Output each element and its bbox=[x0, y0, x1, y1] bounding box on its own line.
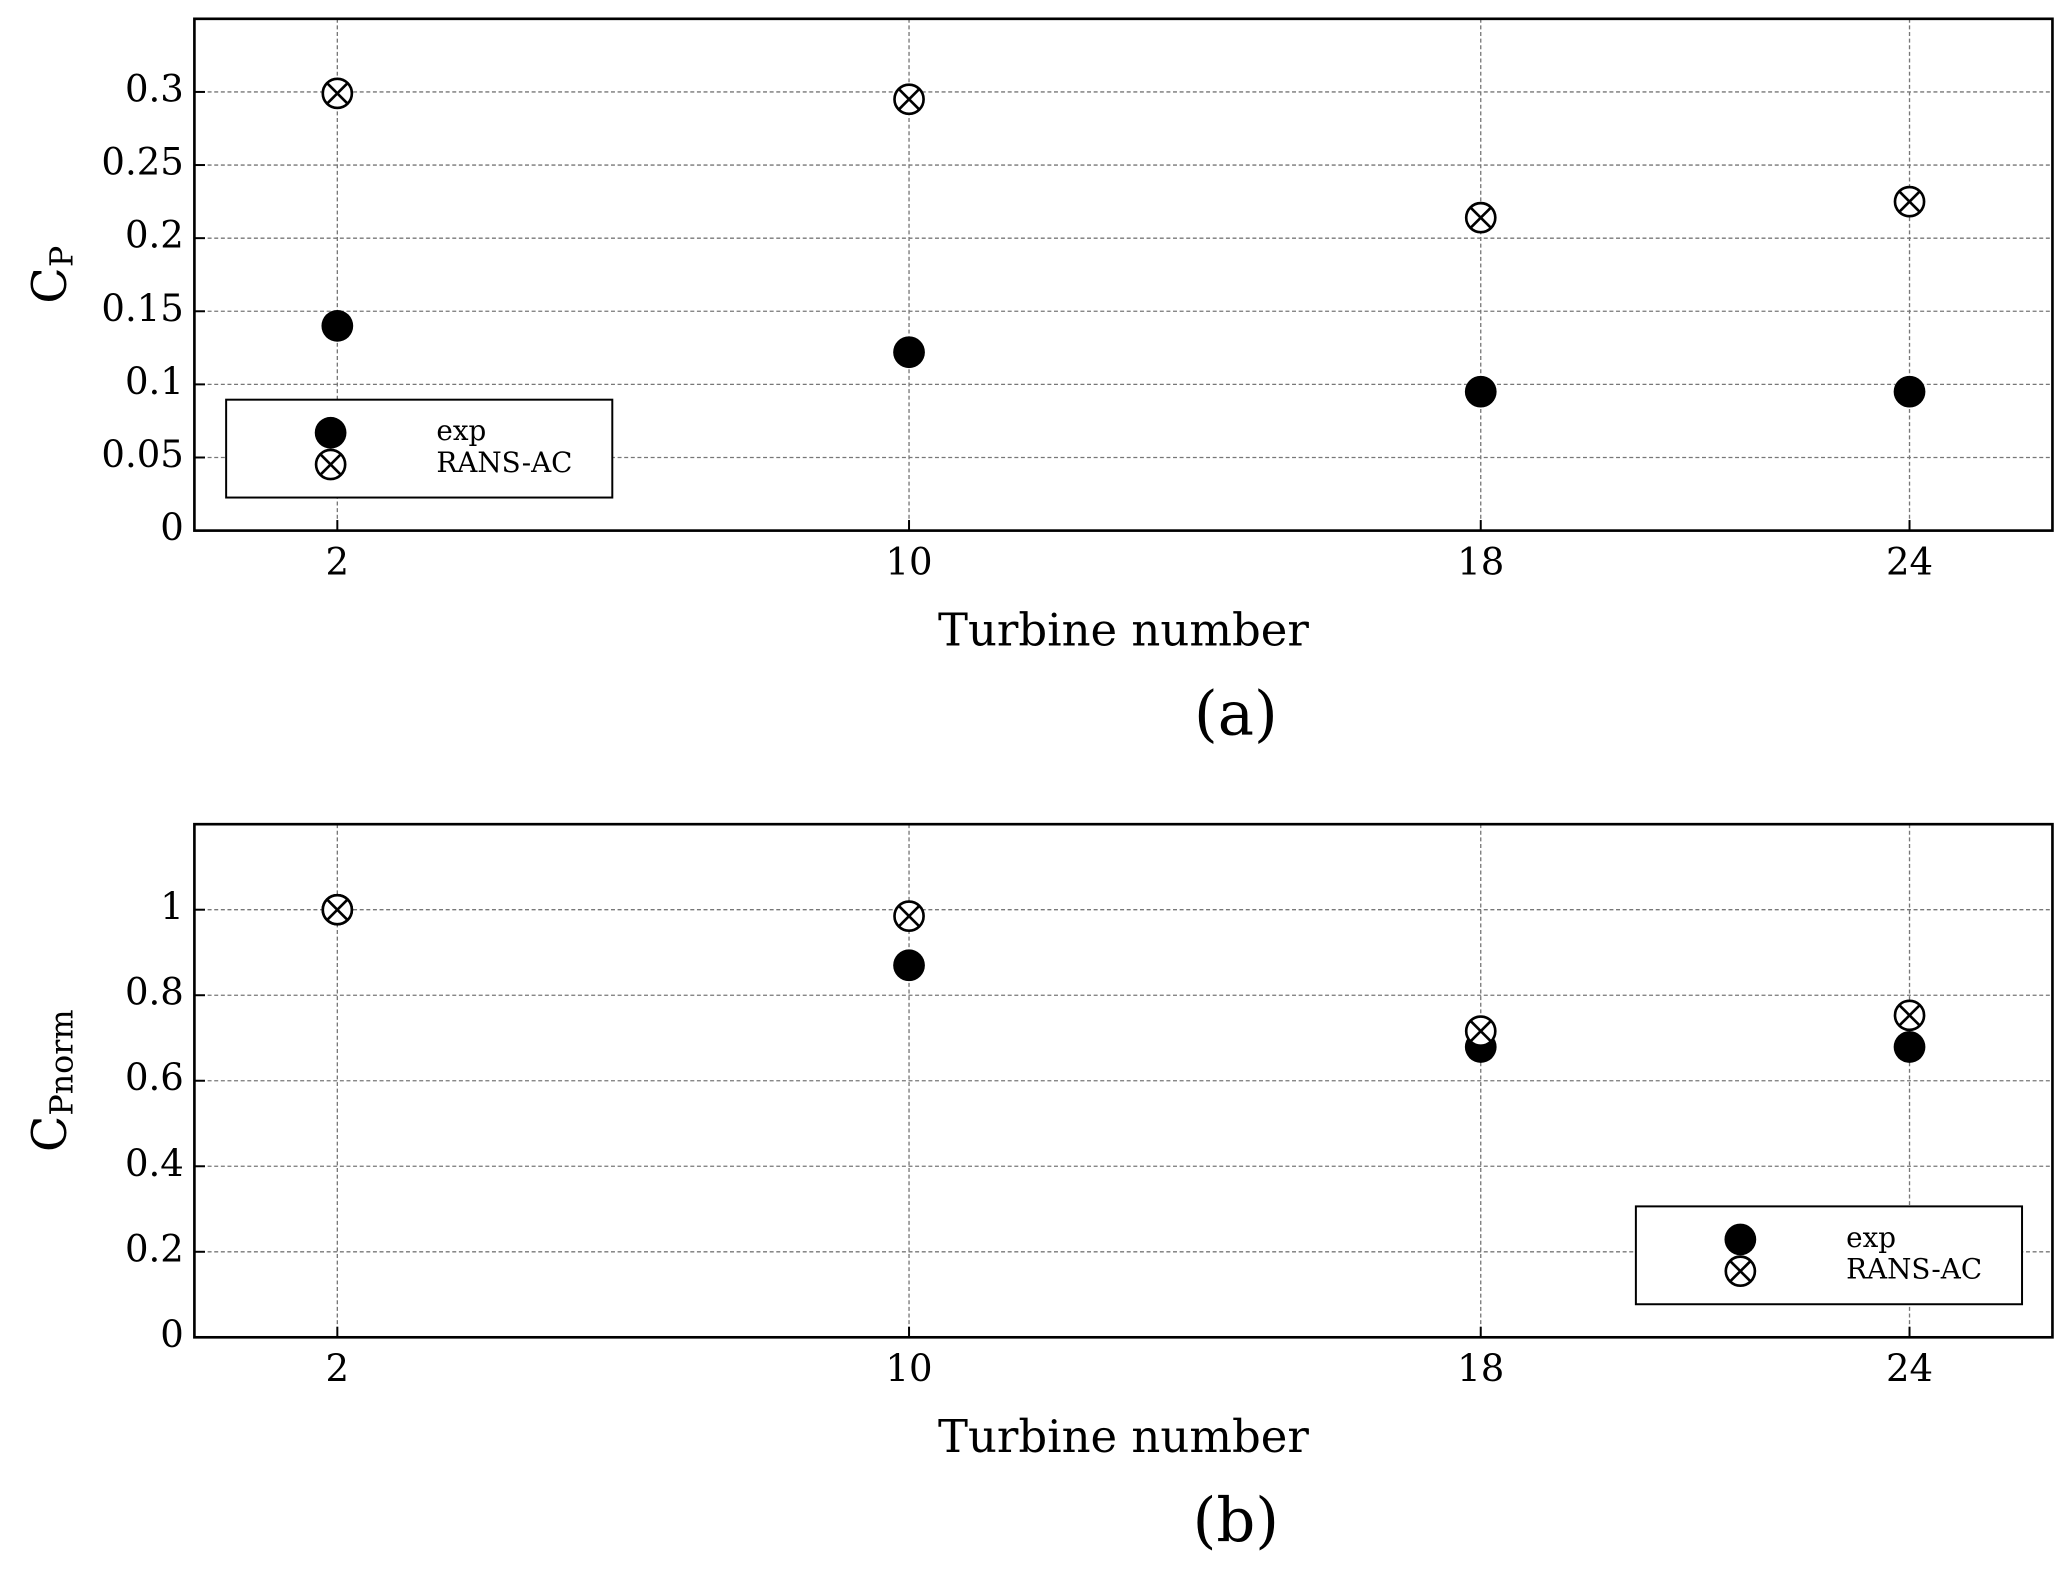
y-axis-label-main: C bbox=[22, 1116, 77, 1152]
marker-filled bbox=[1464, 375, 1497, 408]
marker-crossed bbox=[1464, 1015, 1497, 1048]
marker-cross bbox=[319, 453, 342, 476]
marker-cross bbox=[1729, 1260, 1752, 1283]
y-tick-label: 0.1 bbox=[125, 360, 184, 403]
x-tick-label: 2 bbox=[326, 540, 350, 583]
y-axis-label-main: C bbox=[22, 267, 77, 303]
marker-crossed bbox=[893, 900, 925, 932]
marker-filled bbox=[893, 949, 925, 982]
x-tick-label: 10 bbox=[885, 540, 932, 583]
y-tick-label: 0.2 bbox=[125, 1227, 184, 1270]
y-tick-label: 0.4 bbox=[125, 1142, 184, 1185]
marker-crossed bbox=[1464, 201, 1497, 234]
y-axis-label: CP bbox=[22, 246, 80, 304]
marker-crossed bbox=[1724, 1255, 1757, 1288]
legend-box bbox=[225, 398, 614, 499]
x-axis-label: Turbine number bbox=[938, 603, 1309, 656]
legend-label: RANS-AC bbox=[436, 446, 572, 479]
x-tick-label: 18 bbox=[1457, 540, 1504, 583]
marker-cross bbox=[1469, 206, 1492, 229]
y-tick-label: 0.15 bbox=[101, 287, 183, 330]
marker-crossed bbox=[321, 893, 354, 926]
y-tick-label: 0.25 bbox=[101, 141, 183, 184]
marker-cross bbox=[326, 82, 349, 105]
marker-crossed bbox=[1893, 185, 1926, 218]
chart: 0 0.2 0.4 0.6 0.8 1 2 10 18 24 Turbine number (b) CP… bbox=[22, 822, 2054, 1556]
marker-cross bbox=[898, 88, 920, 111]
marker-filled bbox=[1893, 375, 1926, 408]
marker-crossed bbox=[893, 83, 925, 116]
x-tick-label: 2 bbox=[326, 1347, 350, 1390]
plot-frame bbox=[193, 17, 2054, 532]
legend-label: exp bbox=[1846, 1221, 1896, 1254]
legend-label: RANS-AC bbox=[1846, 1253, 1982, 1286]
y-axis-label: CPnorm bbox=[22, 1009, 80, 1152]
marker-crossed bbox=[1893, 999, 1926, 1032]
legend-box bbox=[1634, 1205, 2024, 1306]
y-tick-label: 0.05 bbox=[101, 433, 183, 476]
x-tick-label: 18 bbox=[1457, 1347, 1504, 1390]
x-tick-label: 24 bbox=[1886, 540, 1933, 583]
x-tick-label: 24 bbox=[1886, 1347, 1933, 1390]
marker-cross bbox=[898, 905, 920, 927]
caption: (b) bbox=[1193, 1486, 1279, 1556]
marker-filled bbox=[321, 310, 354, 342]
legend-label: exp bbox=[436, 414, 486, 447]
y-axis-label-sub: P bbox=[44, 246, 80, 267]
y-tick-label: 0.3 bbox=[125, 67, 184, 110]
y-tick-label: 1 bbox=[160, 885, 184, 928]
chart: 0 0.05 0.1 0.15 0.2 0.25 0.3 2 10 18 24 Turbine num… bbox=[22, 17, 2054, 750]
marker-filled bbox=[1724, 1223, 1757, 1256]
marker-cross bbox=[1898, 1004, 1921, 1027]
marker-filled bbox=[893, 336, 925, 369]
caption: (a) bbox=[1194, 680, 1278, 750]
plot-frame bbox=[193, 822, 2054, 1339]
x-axis-label: Turbine number bbox=[938, 1410, 1309, 1463]
marker-crossed bbox=[314, 448, 347, 481]
marker-cross bbox=[1469, 1020, 1492, 1042]
y-tick-label: 0.8 bbox=[125, 971, 184, 1014]
marker-filled bbox=[1893, 1031, 1926, 1063]
y-tick-label: 0.6 bbox=[125, 1056, 184, 1099]
x-tick-label: 10 bbox=[885, 1347, 932, 1390]
marker-cross bbox=[326, 898, 349, 921]
y-tick-label: 0 bbox=[160, 506, 184, 549]
y-tick-label: 0.2 bbox=[125, 214, 184, 257]
marker-crossed bbox=[321, 77, 354, 110]
marker-filled bbox=[314, 416, 347, 449]
y-tick-label: 0 bbox=[160, 1313, 184, 1356]
y-axis-label-sub: Pnorm bbox=[44, 1009, 80, 1115]
marker-cross bbox=[1898, 190, 1921, 213]
